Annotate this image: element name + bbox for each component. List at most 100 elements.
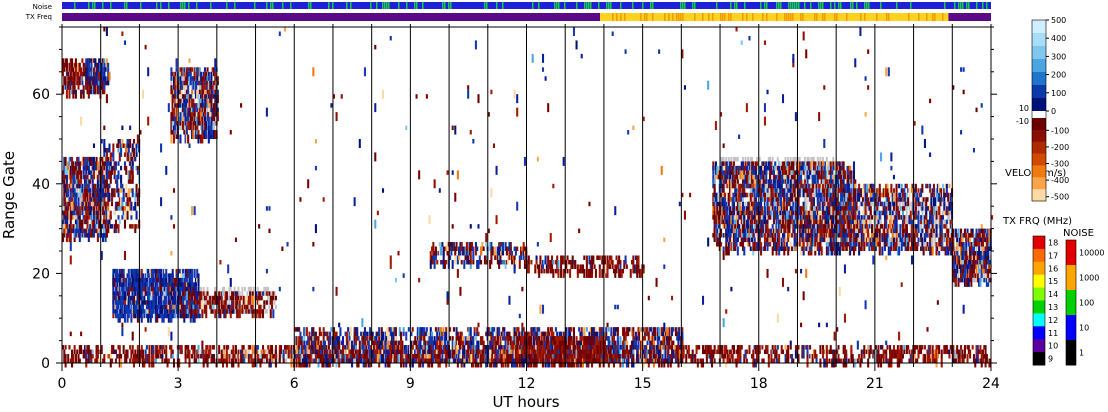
ground-scatter-cell	[877, 210, 880, 216]
ground-scatter-cell	[212, 300, 215, 305]
ground-scatter-cell	[865, 210, 868, 216]
velocity-cell	[210, 304, 213, 314]
velocity-cell	[158, 313, 161, 319]
velocity-cell	[114, 313, 117, 319]
velocity-cell	[212, 295, 216, 301]
ground-scatter-cell	[797, 219, 800, 225]
velocity-cell	[163, 358, 166, 363]
velocity-cell	[200, 103, 203, 108]
velocity-cell	[122, 313, 125, 319]
velocity-cell	[179, 103, 182, 108]
ground-scatter-cell	[788, 183, 791, 189]
ground-scatter-cell	[732, 156, 735, 162]
ground-scatter-cell	[63, 219, 66, 225]
ground-scatter-cell	[145, 309, 148, 314]
velocity-cell	[74, 219, 77, 225]
velocity-cell	[80, 179, 83, 184]
ground-scatter-cell	[920, 224, 922, 229]
velocity-cell	[193, 345, 196, 350]
ground-scatter-cell	[71, 224, 73, 229]
velocity-cell	[72, 67, 75, 77]
ground-scatter-cell	[171, 85, 174, 90]
velocity-cell	[104, 219, 107, 229]
velocity-cell	[178, 268, 181, 274]
ground-scatter-cell	[191, 80, 193, 86]
velocity-cell	[178, 89, 181, 95]
velocity-cell	[205, 345, 208, 355]
velocity-cell	[200, 291, 203, 301]
ground-scatter-cell	[810, 210, 813, 216]
ground-scatter-cell	[918, 219, 921, 225]
ground-scatter-cell	[814, 170, 817, 175]
velocity-cell	[67, 188, 70, 198]
velocity-cell	[251, 304, 254, 310]
velocity-cell	[87, 201, 90, 211]
velocity-cell	[109, 152, 112, 162]
txfreq-cell	[678, 13, 680, 21]
ground-scatter-cell	[122, 304, 125, 310]
velocity-cell	[181, 286, 185, 292]
velocity-cell	[158, 349, 161, 355]
noise-strip-cell	[986, 2, 988, 9]
velocity-cell	[172, 134, 176, 144]
ground-scatter-cell	[905, 201, 908, 207]
velocity-cell	[125, 201, 128, 207]
ground-scatter-cell	[981, 264, 984, 269]
velocity-cell	[200, 354, 203, 359]
velocity-cell	[126, 152, 129, 162]
velocity-cell	[192, 112, 195, 117]
velocity-cell	[196, 116, 199, 126]
velocity-cell	[228, 354, 231, 363]
velocity-cell	[201, 76, 204, 86]
velocity-cell	[105, 201, 108, 211]
ground-scatter-cell	[956, 273, 959, 278]
ground-scatter-cell	[920, 206, 922, 211]
velocity-cell	[185, 345, 188, 350]
ground-scatter-cell	[889, 215, 892, 220]
ground-scatter-cell	[456, 349, 459, 355]
velocity-cell	[82, 161, 85, 166]
velocity-cell	[117, 206, 120, 211]
velocity-cell	[187, 313, 190, 319]
txfreq-cell	[708, 13, 710, 21]
ground-scatter-cell	[767, 156, 770, 162]
velocity-cell	[132, 147, 136, 157]
velocity-cell	[185, 300, 188, 310]
ground-scatter-cell	[805, 174, 808, 180]
velocity-cell	[130, 224, 133, 229]
velocity-cell	[114, 309, 117, 314]
ground-scatter-cell	[723, 219, 726, 225]
ground-scatter-cell	[167, 309, 170, 314]
noise-strip-cell	[590, 2, 592, 9]
ground-scatter-cell	[941, 242, 944, 247]
ground-scatter-cell	[228, 300, 231, 305]
ground-scatter-cell	[361, 349, 364, 355]
ground-scatter-cell	[449, 358, 452, 363]
velocity-cell	[187, 349, 190, 359]
velocity-cell	[76, 80, 79, 86]
velocity-cell	[64, 80, 67, 90]
velocity-cell	[494, 345, 497, 355]
velocity-cell	[175, 67, 178, 72]
velocity-cell	[77, 228, 80, 238]
velocity-cell	[216, 112, 219, 122]
velocity-cell	[196, 273, 199, 278]
ground-scatter-cell	[91, 206, 94, 211]
velocity-cell	[336, 354, 339, 363]
ground-scatter-cell	[783, 215, 786, 220]
velocity-cell	[163, 349, 166, 355]
velocity-cell	[113, 161, 116, 166]
velocity-cell	[123, 206, 126, 211]
velocity-cell	[96, 85, 99, 95]
velocity-cell	[174, 98, 177, 104]
ground-scatter-cell	[780, 210, 783, 216]
velocity-cell	[530, 349, 533, 355]
velocity-cell	[123, 219, 126, 229]
velocity-cell	[71, 165, 74, 175]
velocity-cell	[143, 282, 146, 292]
velocity-cell	[201, 107, 204, 113]
velocity-cell	[68, 345, 71, 350]
ground-scatter-cell	[752, 192, 755, 198]
ground-scatter-cell	[983, 246, 986, 251]
velocity-cell	[196, 277, 199, 283]
